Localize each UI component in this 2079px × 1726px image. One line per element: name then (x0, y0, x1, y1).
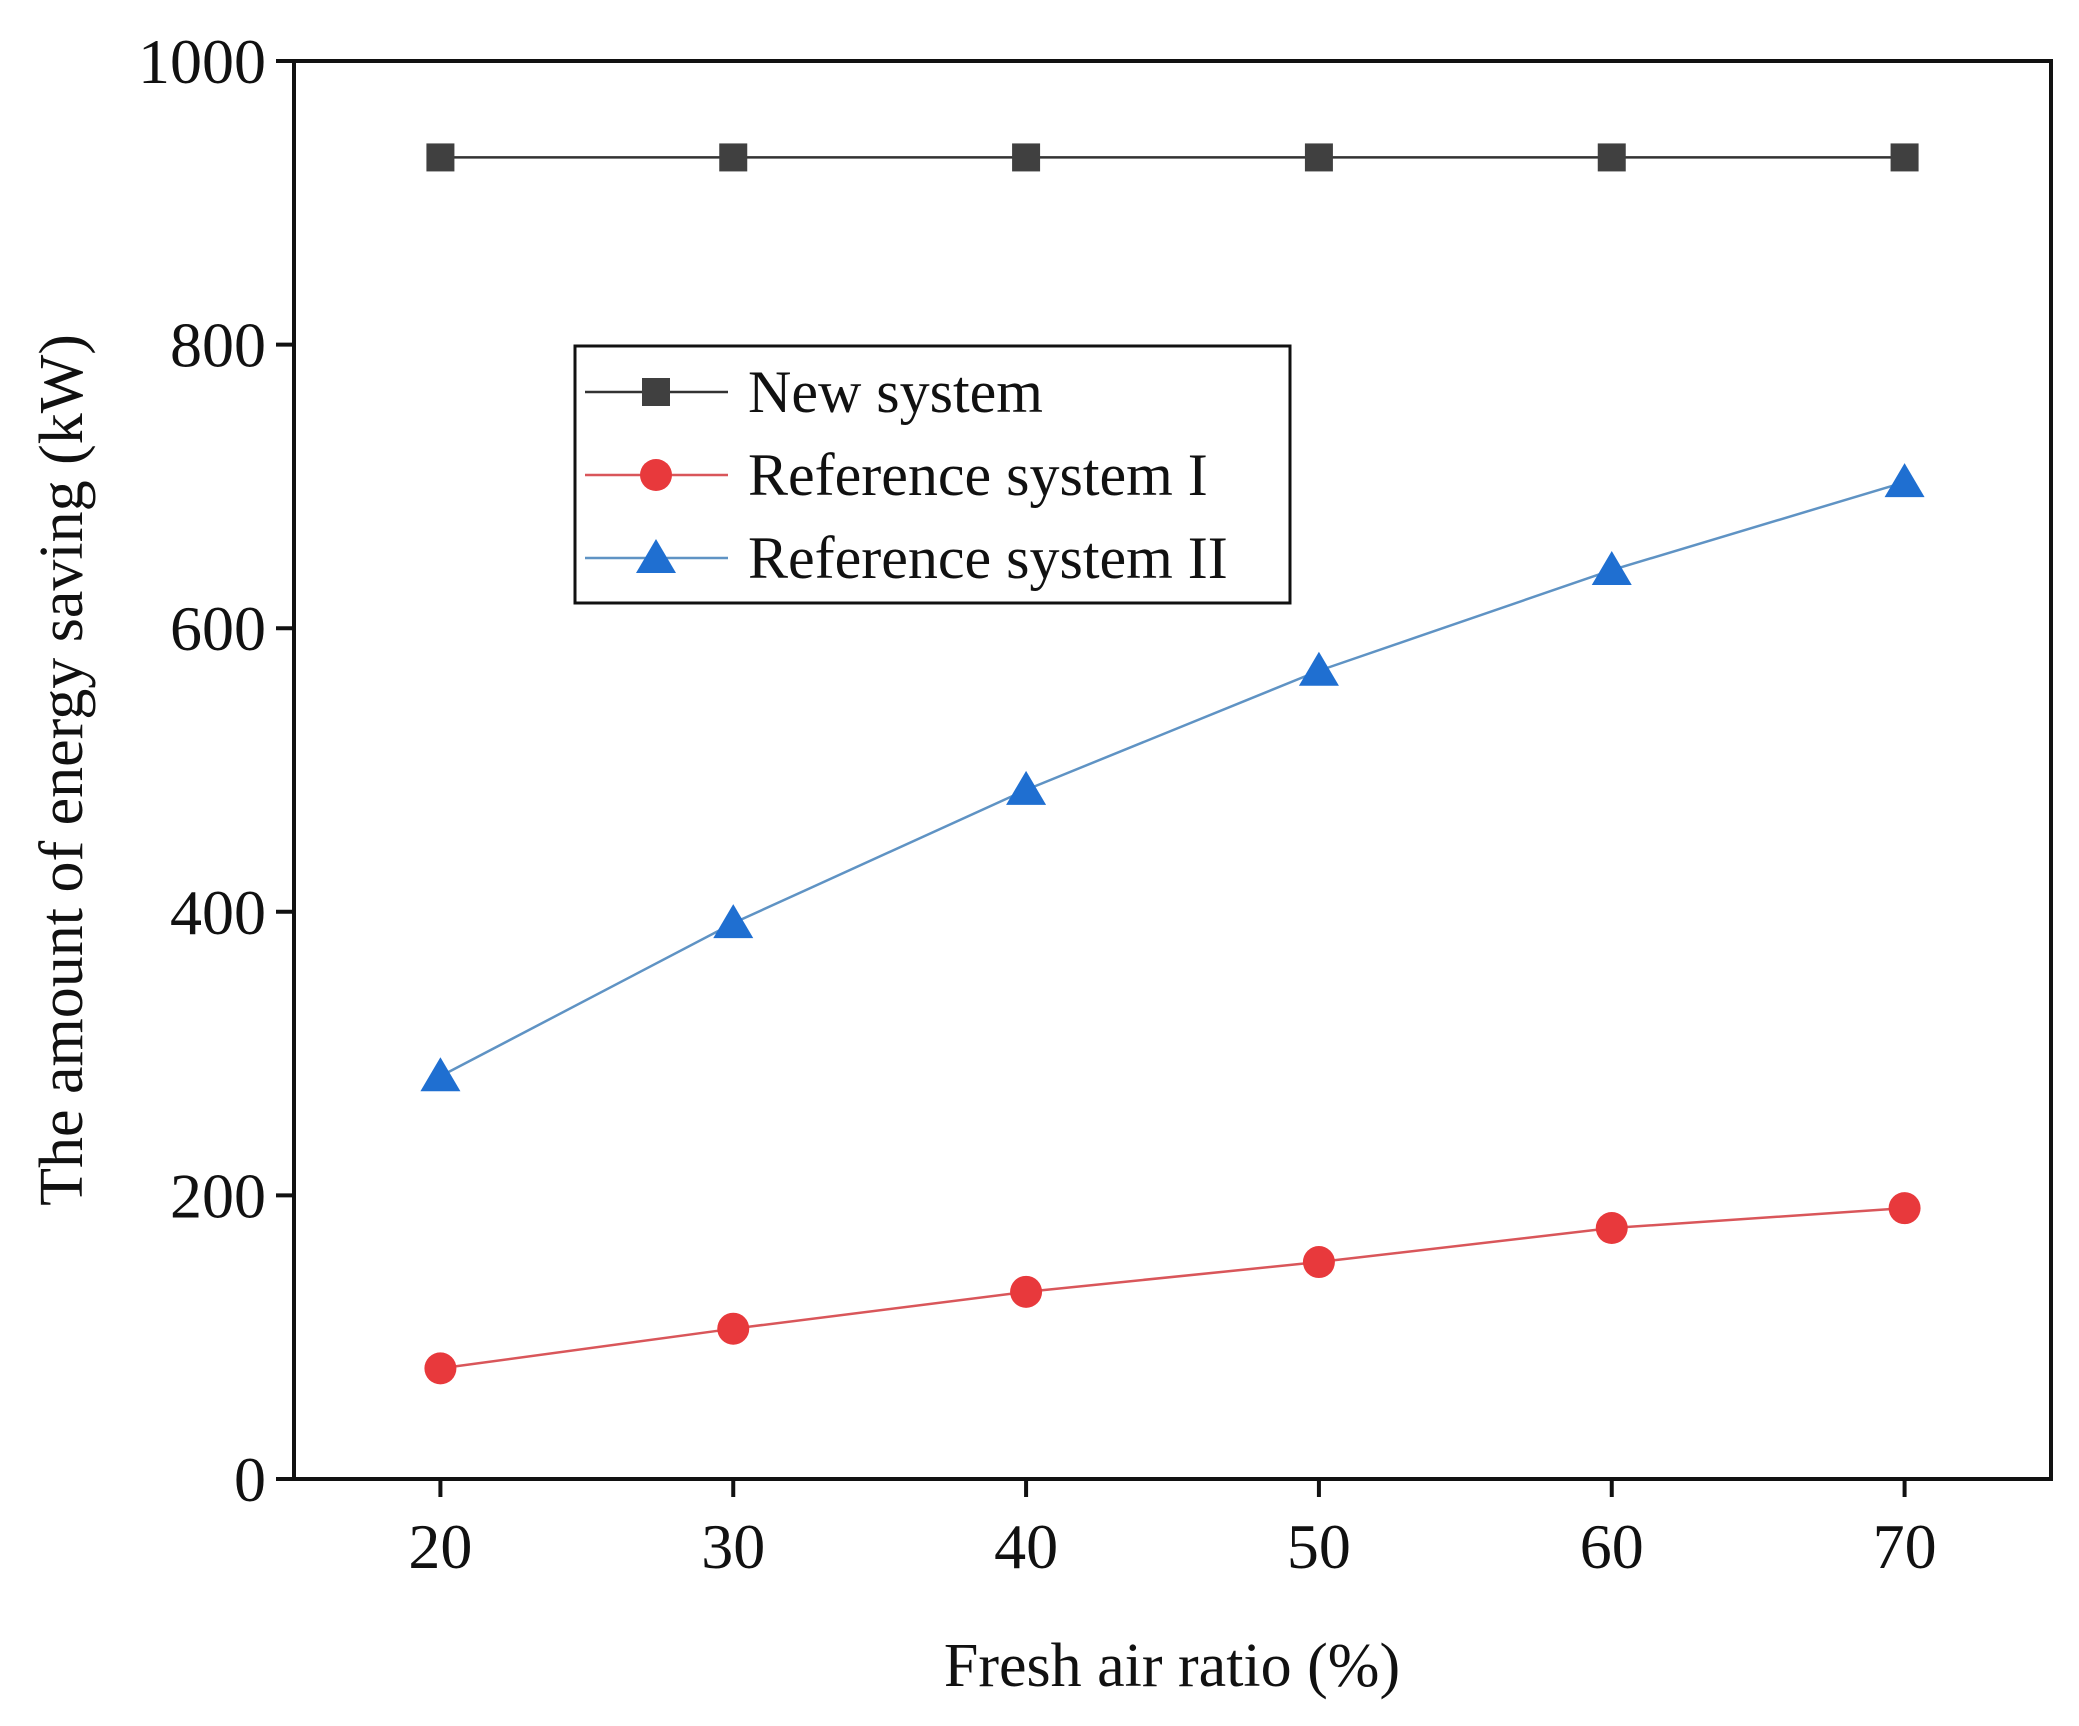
x-tick-label-40: 40 (994, 1511, 1058, 1582)
point-reference-system-i-70 (1888, 1192, 1921, 1225)
point-reference-system-i-50 (1302, 1246, 1335, 1279)
y-tick-label-600: 600 (170, 593, 266, 664)
y-tick-label-0: 0 (234, 1444, 266, 1515)
y-tick-label-800: 800 (170, 310, 266, 381)
y-axis-label: The amount of energy saving (kW) (28, 334, 96, 1206)
series-line-reference-system-ii (439, 480, 1905, 1078)
point-reference-system-ii-70 (1884, 463, 1925, 498)
point-reference-system-i-60 (1595, 1212, 1628, 1245)
plot-frame (292, 59, 2053, 1481)
x-tick-label-60: 60 (1580, 1511, 1644, 1582)
x-tick-label-20: 20 (408, 1511, 472, 1582)
x-axis-label: Fresh air ratio (%) (944, 1632, 1400, 1700)
point-reference-system-ii-20 (420, 1057, 461, 1092)
point-new-system-50 (1304, 143, 1333, 172)
point-reference-system-ii-60 (1591, 551, 1632, 586)
legend-marker-reference-system-i (640, 459, 672, 491)
series-line-reference-system-i (440, 1206, 1905, 1370)
x-tick-label-30: 30 (701, 1511, 765, 1582)
point-new-system-40 (1012, 143, 1041, 172)
legend-label-reference-system-ii: Reference system II (748, 525, 1228, 591)
y-tick-label-400: 400 (170, 877, 266, 948)
point-reference-system-i-20 (424, 1352, 457, 1385)
point-reference-system-i-30 (717, 1312, 750, 1345)
point-reference-system-ii-40 (1006, 770, 1047, 805)
x-tick-label-70: 70 (1873, 1511, 1937, 1582)
y-tick-label-1000: 1000 (138, 26, 266, 97)
y-tick-label-200: 200 (170, 1160, 266, 1231)
point-new-system-20 (426, 143, 455, 172)
legend: New system Reference system I Reference sy… (573, 344, 1292, 605)
point-reference-system-ii-50 (1298, 651, 1339, 686)
legend-label-new-system: New system (748, 359, 1043, 425)
point-reference-system-i-40 (1010, 1275, 1043, 1308)
point-new-system-70 (1890, 143, 1919, 172)
point-new-system-60 (1597, 143, 1626, 172)
axis-ticks: 20 30 40 50 60 70 0 200 400 600 800 1000 (138, 26, 1937, 1582)
legend-label-reference-system-i: Reference system I (748, 442, 1208, 508)
x-tick-label-50: 50 (1287, 1511, 1351, 1582)
plot-marks (420, 143, 1925, 1385)
point-new-system-30 (719, 143, 748, 172)
legend-marker-reference-system-ii (636, 539, 676, 573)
point-reference-system-ii-30 (713, 904, 754, 939)
legend-marker-new-system (642, 378, 670, 406)
